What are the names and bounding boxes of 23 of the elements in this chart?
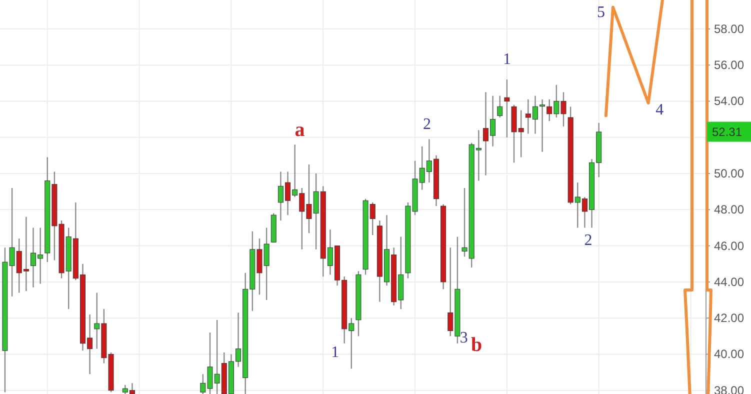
annotation: 4 [656,102,664,119]
annotation: 2 [423,116,432,134]
line-series [604,0,664,118]
annotation: 1 [331,344,340,361]
annotation: 3 [460,329,468,346]
y-tick-label: 48.00 [714,202,744,217]
y-tick-label: 58.00 [714,22,744,36]
y-tick-label: 46.00 [714,238,744,253]
y-tick-label: 44.00 [714,274,744,289]
annotation: b [470,334,482,356]
y-tick-label: 54.00 [714,94,744,108]
annotation: 2 [584,232,592,249]
candlestick [504,78,510,138]
y-tick-label: 50.00 [714,166,744,181]
y-tick-label: 42.00 [714,311,744,326]
candlestick [497,95,503,118]
annotation: a [294,119,305,142]
candlestick [540,98,546,152]
annotation: 5 [596,4,605,22]
annotation: 1 [502,51,511,68]
y-tick-label: 40.00 [714,347,744,362]
text: 52.31 [712,124,742,139]
y-tick-label: 56.00 [714,58,744,72]
